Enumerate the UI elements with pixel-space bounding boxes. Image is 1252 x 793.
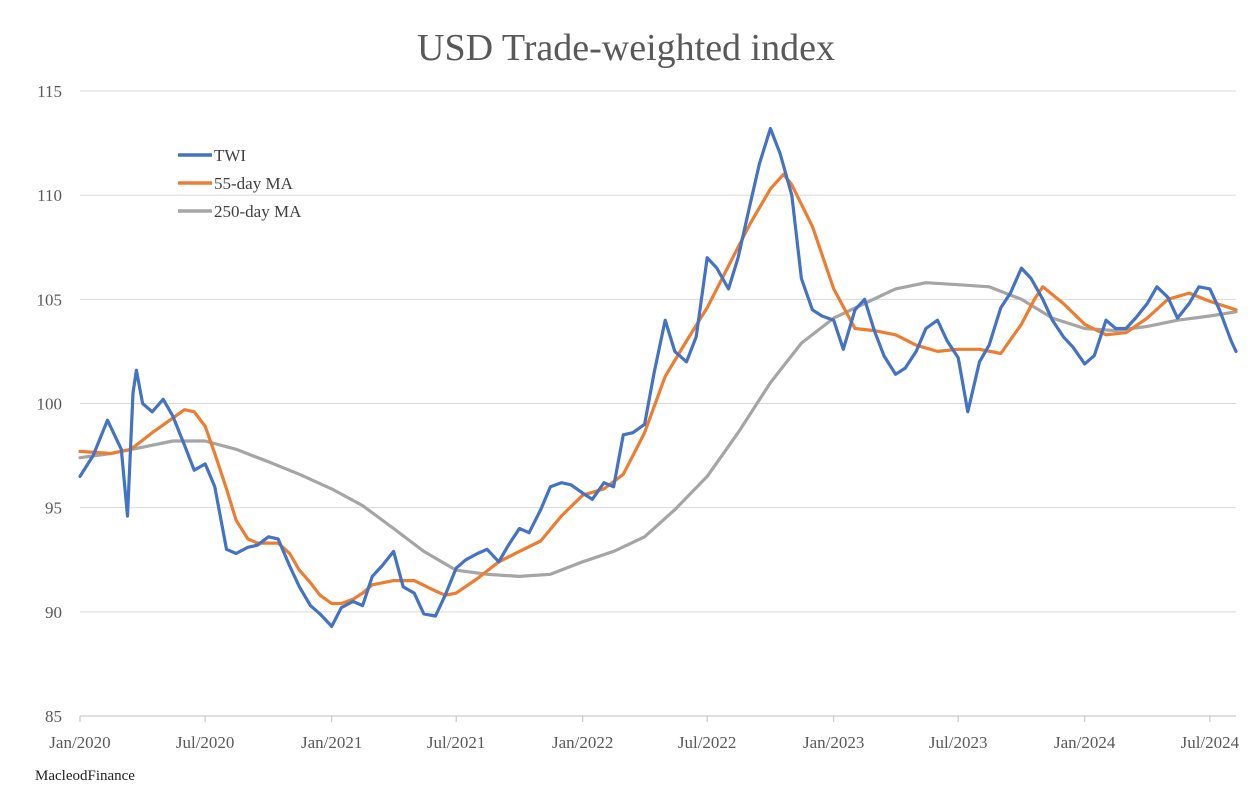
legend-label: 55-day MA: [214, 174, 294, 193]
x-tick-label: Jan/2022: [552, 733, 613, 752]
x-tick-label: Jul/2024: [1181, 733, 1240, 752]
y-axis-ticks: 85 90 95 100 105 110 115: [37, 82, 63, 726]
series-line-55-day-ma: [78, 172, 1238, 606]
y-tick-label: 90: [45, 603, 62, 622]
legend-label: 250-day MA: [214, 202, 302, 221]
y-tick-label: 85: [45, 707, 62, 726]
y-tick-label: 105: [37, 290, 63, 309]
y-tick-label: 95: [45, 499, 62, 518]
legend-label: TWI: [214, 146, 246, 165]
y-tick-label: 115: [37, 82, 62, 101]
x-tick-label: Jan/2024: [1054, 733, 1116, 752]
x-tick-label: Jan/2023: [803, 733, 864, 752]
series-line-twi: [78, 126, 1238, 629]
gridlines: [80, 90, 1236, 613]
x-axis-ticks: Jan/2020 Jul/2020 Jan/2021 Jul/2021 Jan/2022…: [49, 716, 1240, 752]
x-tick-label: Jul/2020: [176, 733, 235, 752]
y-tick-label: 100: [37, 395, 63, 414]
x-tick-label: Jul/2022: [678, 733, 737, 752]
x-tick-label: Jul/2021: [427, 733, 486, 752]
x-tick-label: Jul/2023: [929, 733, 988, 752]
chart-title: USD Trade-weighted index: [417, 27, 835, 69]
source-credit: MacleodFinance: [35, 768, 135, 784]
series-layer: [78, 126, 1238, 629]
y-tick-label: 110: [37, 186, 62, 205]
x-tick-label: Jan/2020: [49, 733, 110, 752]
series-line-250-day-ma: [78, 281, 1238, 579]
x-tick-label: Jan/2021: [301, 733, 362, 752]
legend: TWI 55-day MA 250-day MA: [178, 146, 302, 221]
